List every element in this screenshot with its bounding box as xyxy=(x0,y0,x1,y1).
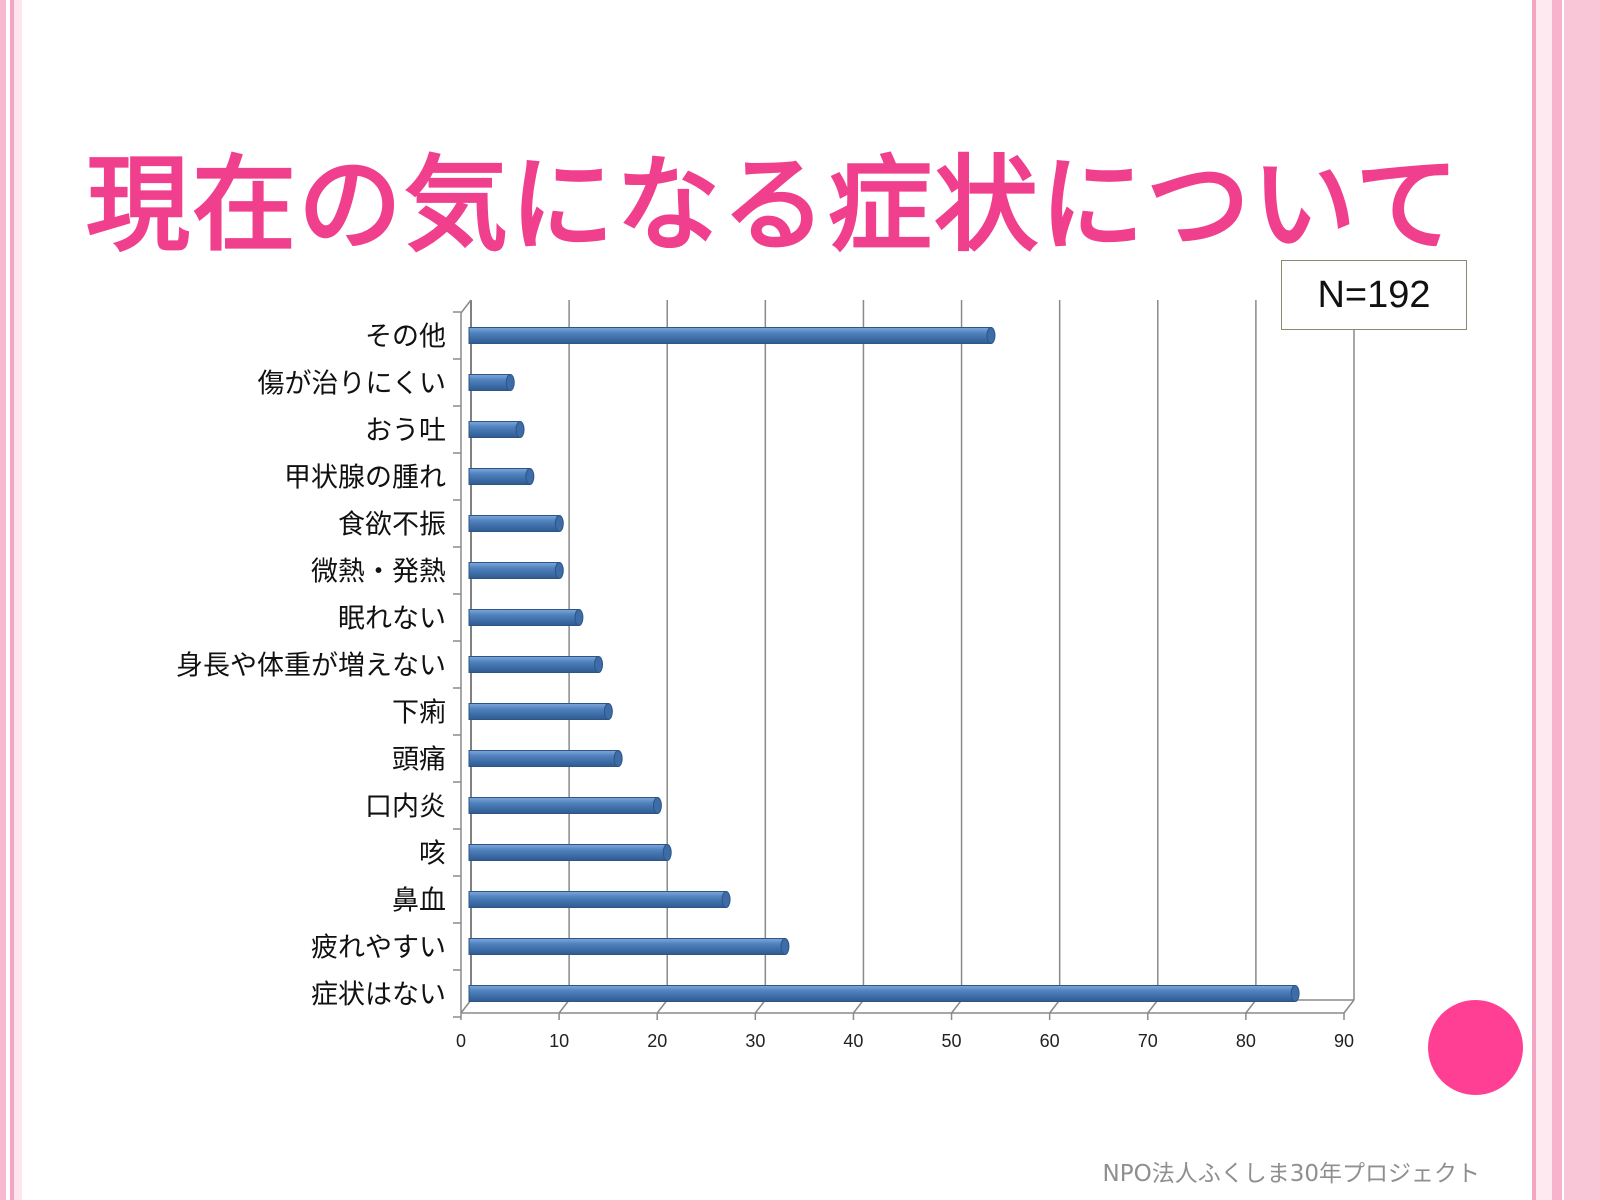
floor-depth-line xyxy=(852,999,865,1014)
bar-end-cap xyxy=(525,468,535,485)
footer-credit: NPO法人ふくしま30年プロジェクト xyxy=(1102,1161,1480,1187)
bar xyxy=(468,374,511,391)
bar-end-cap xyxy=(780,938,790,955)
x-tick-label: 40 xyxy=(843,1031,863,1051)
category-label: おう吐 xyxy=(365,416,446,447)
x-tick-label: 70 xyxy=(1138,1031,1158,1051)
bar xyxy=(468,938,786,955)
bar xyxy=(468,468,531,485)
category-label: 傷が治りにくい xyxy=(258,369,446,400)
bar-end-cap xyxy=(505,374,515,391)
bar-end-cap xyxy=(603,703,613,720)
bar xyxy=(468,844,668,861)
category-label: 甲状腺の腫れ xyxy=(284,463,446,494)
category-label: 症状はない xyxy=(311,980,446,1011)
bar-end-cap xyxy=(554,562,564,579)
bar xyxy=(468,797,658,814)
category-label: 眠れない xyxy=(338,604,446,635)
bar xyxy=(468,421,521,438)
slide-title: 現在の気になる症状について xyxy=(86,144,1461,266)
floor-depth-line xyxy=(754,999,766,1014)
chart-bars xyxy=(468,327,1300,1002)
right-border-stripes xyxy=(1530,0,1600,1200)
x-tick-label: 80 xyxy=(1236,1031,1256,1051)
category-label: 頭痛 xyxy=(392,745,446,776)
category-label: 食欲不振 xyxy=(338,510,446,541)
x-tick-label: 90 xyxy=(1334,1031,1354,1051)
left-border-stripes xyxy=(0,0,22,1200)
x-tick-label: 50 xyxy=(942,1031,962,1051)
bar-end-cap xyxy=(594,656,604,673)
category-label: 鼻血 xyxy=(392,886,446,917)
wall-top-depth xyxy=(460,299,472,314)
bar xyxy=(468,750,619,767)
x-tick-label: 0 xyxy=(456,1031,466,1051)
bar-end-cap xyxy=(613,750,623,767)
bar-end-cap xyxy=(652,797,662,814)
category-label: その他 xyxy=(365,322,446,353)
floor-depth-line xyxy=(1343,999,1355,1014)
pink-circle-decoration xyxy=(1428,1000,1523,1095)
bar-end-cap xyxy=(554,515,564,532)
sample-size-box: N=192 xyxy=(1281,260,1467,330)
bar-end-cap xyxy=(574,609,584,626)
bar-end-cap xyxy=(986,327,996,344)
category-label: 微熱・発熱 xyxy=(311,557,446,588)
x-tick-label: 10 xyxy=(549,1031,569,1051)
bar-end-cap xyxy=(721,891,731,908)
category-label: 下痢 xyxy=(392,698,446,729)
floor-depth-line xyxy=(950,999,963,1014)
category-label: 疲れやすい xyxy=(311,933,446,964)
x-tick-label: 30 xyxy=(745,1031,765,1051)
bar xyxy=(468,656,600,673)
bar xyxy=(468,985,1296,1002)
bar xyxy=(468,562,560,579)
floor-depth-line xyxy=(1147,999,1159,1014)
category-label: 咳 xyxy=(419,839,446,870)
bar xyxy=(468,891,727,908)
chart-labels: 0 10 20 30 40 50 60 70 80 90 症状はない 疲れやすい 鼻血 咳 口内炎 頭痛 下痢 身… xyxy=(176,322,1354,1052)
x-tick-label: 60 xyxy=(1040,1031,1060,1051)
bar xyxy=(468,703,609,720)
category-label: 口内炎 xyxy=(365,792,446,823)
bar-end-cap xyxy=(662,844,672,861)
floor-depth-line xyxy=(558,999,570,1014)
bar-end-cap xyxy=(1290,985,1300,1002)
floor-depth-line xyxy=(460,999,472,1014)
floor-depth-line xyxy=(1245,999,1257,1014)
bar-end-cap xyxy=(515,421,525,438)
category-label: 身長や体重が増えない xyxy=(176,651,446,682)
x-tick-label: 20 xyxy=(647,1031,667,1051)
floor-depth-line xyxy=(656,999,668,1014)
floor-depth-line xyxy=(1049,999,1061,1014)
bar xyxy=(468,515,560,532)
bar xyxy=(468,327,992,344)
bar xyxy=(468,609,580,626)
